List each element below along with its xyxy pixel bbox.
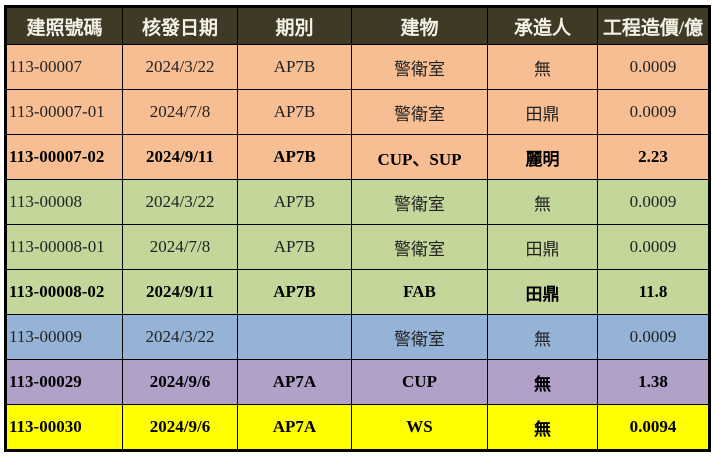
cell-cost: 2.23 bbox=[597, 134, 710, 180]
cell-building: 警衛室 bbox=[351, 224, 488, 270]
table-row: 113-00007 2024/3/22 AP7B 警衛室無 0.0009 bbox=[5, 44, 710, 90]
cell-issue-date: 2024/7/8 bbox=[122, 89, 238, 135]
cell-phase: AP7B bbox=[237, 269, 352, 315]
cell-cost: 0.0094 bbox=[597, 404, 710, 451]
cell-contractor: 無 bbox=[487, 404, 598, 451]
header-cost: 工程造價/億 bbox=[597, 6, 710, 45]
cell-phase bbox=[237, 314, 352, 360]
cell-issue-date: 2024/3/22 bbox=[122, 314, 238, 360]
cell-cost: 0.0009 bbox=[597, 44, 710, 90]
cell-phase: AP7A bbox=[237, 359, 352, 405]
header-permit-no: 建照號碼 bbox=[5, 6, 123, 45]
cell-building: 警衛室 bbox=[351, 44, 488, 90]
cell-cost: 0.0009 bbox=[597, 224, 710, 270]
cell-cost: 11.8 bbox=[597, 269, 710, 315]
table-row: 113-00008-01 2024/7/8 AP7B 警衛室 田鼎 0.0009 bbox=[5, 224, 710, 270]
cell-contractor: 無 bbox=[487, 44, 598, 90]
cell-cost: 0.0009 bbox=[597, 314, 710, 360]
cell-permit-no: 113-00009 bbox=[5, 314, 123, 360]
cell-phase: AP7B bbox=[237, 134, 352, 180]
table-row: 113-00007-02 2024/9/11 AP7B CUP、SUP 麗明 2.23 bbox=[5, 134, 710, 180]
cell-phase: AP7B bbox=[237, 224, 352, 270]
cell-issue-date: 2024/3/22 bbox=[122, 179, 238, 225]
cell-permit-no: 113-00008-02 bbox=[5, 269, 123, 315]
cell-issue-date: 2024/9/11 bbox=[122, 134, 238, 180]
cell-cost: 0.0009 bbox=[597, 89, 710, 135]
cell-building: 警衛室 bbox=[351, 179, 488, 225]
cell-building: WS bbox=[351, 404, 488, 451]
cell-phase: AP7B bbox=[237, 44, 352, 90]
table-row: 113-00008 2024/3/22 AP7B 警衛室無 0.0009 bbox=[5, 179, 710, 225]
cell-permit-no: 113-00008-01 bbox=[5, 224, 123, 270]
table-row: 113-00009 2024/3/22 警衛室無 0.0009 bbox=[5, 314, 710, 360]
cell-contractor: 田鼎 bbox=[487, 89, 598, 135]
cell-building: CUP、SUP bbox=[351, 134, 488, 180]
cell-issue-date: 2024/3/22 bbox=[122, 44, 238, 90]
cell-phase: AP7B bbox=[237, 179, 352, 225]
cell-contractor: 麗明 bbox=[487, 134, 598, 180]
cell-permit-no: 113-00007 bbox=[5, 44, 123, 90]
header-issue-date: 核發日期 bbox=[122, 6, 238, 45]
table-row: 113-00029 2024/9/6 AP7A CUP 無 1.38 bbox=[5, 359, 710, 405]
table-row: 113-00007-01 2024/7/8 AP7B 警衛室 田鼎 0.0009 bbox=[5, 89, 710, 135]
cell-cost: 1.38 bbox=[597, 359, 710, 405]
cell-permit-no: 113-00007-01 bbox=[5, 89, 123, 135]
cell-cost: 0.0009 bbox=[597, 179, 710, 225]
cell-contractor: 田鼎 bbox=[487, 224, 598, 270]
table-row: 113-00030 2024/9/6 AP7A WS 無 0.0094 bbox=[5, 404, 710, 451]
header-phase: 期別 bbox=[237, 6, 352, 45]
header-building: 建物 bbox=[351, 6, 488, 45]
header-contractor: 承造人 bbox=[487, 6, 598, 45]
cell-issue-date: 2024/7/8 bbox=[122, 224, 238, 270]
cell-phase: AP7B bbox=[237, 89, 352, 135]
cell-issue-date: 2024/9/6 bbox=[122, 404, 238, 451]
cell-permit-no: 113-00007-02 bbox=[5, 134, 123, 180]
cell-contractor: 無 bbox=[487, 359, 598, 405]
cell-contractor: 田鼎 bbox=[487, 269, 598, 315]
cell-building: CUP bbox=[351, 359, 488, 405]
cell-contractor: 無 bbox=[487, 179, 598, 225]
permit-table: 建照號碼 核發日期 期別 建物 承造人 工程造價/億 113-00007 2024… bbox=[4, 5, 711, 452]
header-row: 建照號碼 核發日期 期別 建物 承造人 工程造價/億 bbox=[5, 6, 710, 45]
cell-permit-no: 113-00008 bbox=[5, 179, 123, 225]
cell-issue-date: 2024/9/11 bbox=[122, 269, 238, 315]
cell-phase: AP7A bbox=[237, 404, 352, 451]
cell-contractor: 無 bbox=[487, 314, 598, 360]
cell-building: 警衛室 bbox=[351, 314, 488, 360]
table-row: 113-00008-02 2024/9/11 AP7B FAB 田鼎 11.8 bbox=[5, 269, 710, 315]
cell-building: 警衛室 bbox=[351, 89, 488, 135]
cell-permit-no: 113-00030 bbox=[5, 404, 123, 451]
cell-permit-no: 113-00029 bbox=[5, 359, 123, 405]
cell-issue-date: 2024/9/6 bbox=[122, 359, 238, 405]
cell-building: FAB bbox=[351, 269, 488, 315]
